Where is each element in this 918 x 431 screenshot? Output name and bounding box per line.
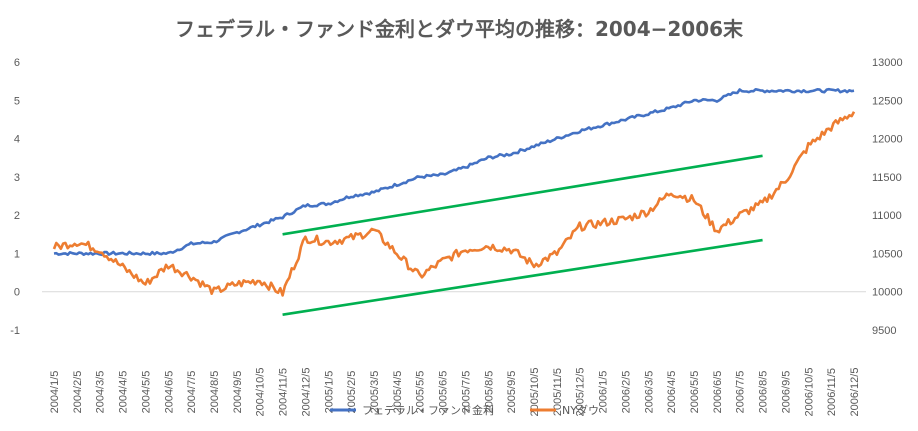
x-tick-label: 2006/1/5 <box>598 371 610 414</box>
x-tick-label: 2004/5/5 <box>140 371 152 414</box>
y-left-tick-label: 5 <box>14 95 20 107</box>
axes: -1 0 1 2 3 4 5 6 9500 10000 10500 11000 11500 12000 12… <box>10 57 902 416</box>
series-line-ny-dow <box>52 111 856 297</box>
y-left-tick-label: 0 <box>14 287 20 299</box>
x-tick-label: 2006/10/5 <box>803 368 815 417</box>
x-tick-label: 2006/9/5 <box>780 371 792 414</box>
x-tick-label: 2004/7/5 <box>186 371 198 414</box>
x-tick-label: 2004/6/5 <box>163 371 175 414</box>
y-right-tick-label: 13000 <box>872 57 903 69</box>
legend: フェデラル・ファンド金利 NYダウ <box>330 403 599 417</box>
series-line-fed-funds-rate <box>53 87 855 257</box>
trendline-layer <box>282 154 763 316</box>
x-tick-label: 2006/5/5 <box>689 371 701 414</box>
x-tick-label: 2006/7/5 <box>735 371 747 414</box>
x-tick-label: 2005/2/5 <box>346 371 358 414</box>
trendline-upper-channel <box>282 154 763 236</box>
x-tick-label: 2004/11/5 <box>278 368 290 416</box>
y-right-tick-label: 10500 <box>872 248 903 260</box>
x-tick-label: 2005/12/5 <box>575 368 587 417</box>
x-tick-label: 2004/12/5 <box>300 368 312 417</box>
x-tick-label: 2004/4/5 <box>118 371 130 414</box>
y-right-tick-label: 9500 <box>872 325 896 337</box>
x-tick-label: 2006/6/5 <box>712 371 724 414</box>
x-tick-label: 2004/1/5 <box>49 371 61 414</box>
x-tick-label: 2006/8/5 <box>758 371 770 414</box>
x-tick-label: 2004/9/5 <box>232 371 244 414</box>
x-tick-label: 2006/2/5 <box>620 371 632 414</box>
y-right-tick-label: 10000 <box>872 287 903 299</box>
x-tick-label: 2004/2/5 <box>72 371 84 414</box>
series-layer <box>52 87 856 297</box>
x-tick-label: 2005/7/5 <box>460 371 472 414</box>
y-left-tick-label: 4 <box>14 134 20 146</box>
x-tick-label: 2005/10/5 <box>529 368 541 417</box>
y-left-tick-label: -1 <box>10 325 20 337</box>
x-tick-label: 2006/12/5 <box>849 368 861 417</box>
x-tick-label: 2004/8/5 <box>209 371 221 414</box>
y-left-tick-label: 6 <box>14 57 20 69</box>
x-tick-label: 2005/6/5 <box>438 371 450 414</box>
y-left-tick-label: 2 <box>14 210 20 222</box>
y-right-tick-label: 11000 <box>872 210 902 222</box>
x-tick-label: 2005/5/5 <box>415 371 427 414</box>
y-right-tick-label: 12500 <box>872 95 903 107</box>
x-tick-label: 2005/9/5 <box>506 371 518 414</box>
trendline-lower-channel <box>282 238 763 316</box>
x-tick-label: 2004/10/5 <box>255 368 267 417</box>
legend-label-fed-funds-rate: フェデラル・ファンド金利 <box>362 403 494 417</box>
x-tick-label: 2005/1/5 <box>323 371 335 414</box>
x-tick-label: 2005/8/5 <box>483 371 495 414</box>
x-tick-label: 2005/4/5 <box>392 371 404 414</box>
legend-label-ny-dow: NYダウ <box>562 403 599 417</box>
x-tick-label: 2006/3/5 <box>643 371 655 414</box>
x-tick-label: 2006/11/5 <box>826 368 838 416</box>
y-right-tick-label: 11500 <box>872 172 902 184</box>
chart-title: フェデラル・ファンド金利とダウ平均の推移：2004−2006末 <box>175 17 744 41</box>
x-tick-label: 2005/3/5 <box>369 371 381 414</box>
y-left-tick-label: 1 <box>14 248 20 260</box>
x-tick-label: 2005/11/5 <box>552 368 564 416</box>
x-tick-label: 2004/3/5 <box>95 371 107 414</box>
y-right-tick-label: 12000 <box>872 134 903 146</box>
x-tick-label: 2006/4/5 <box>666 371 678 414</box>
y-left-tick-label: 3 <box>14 172 20 184</box>
